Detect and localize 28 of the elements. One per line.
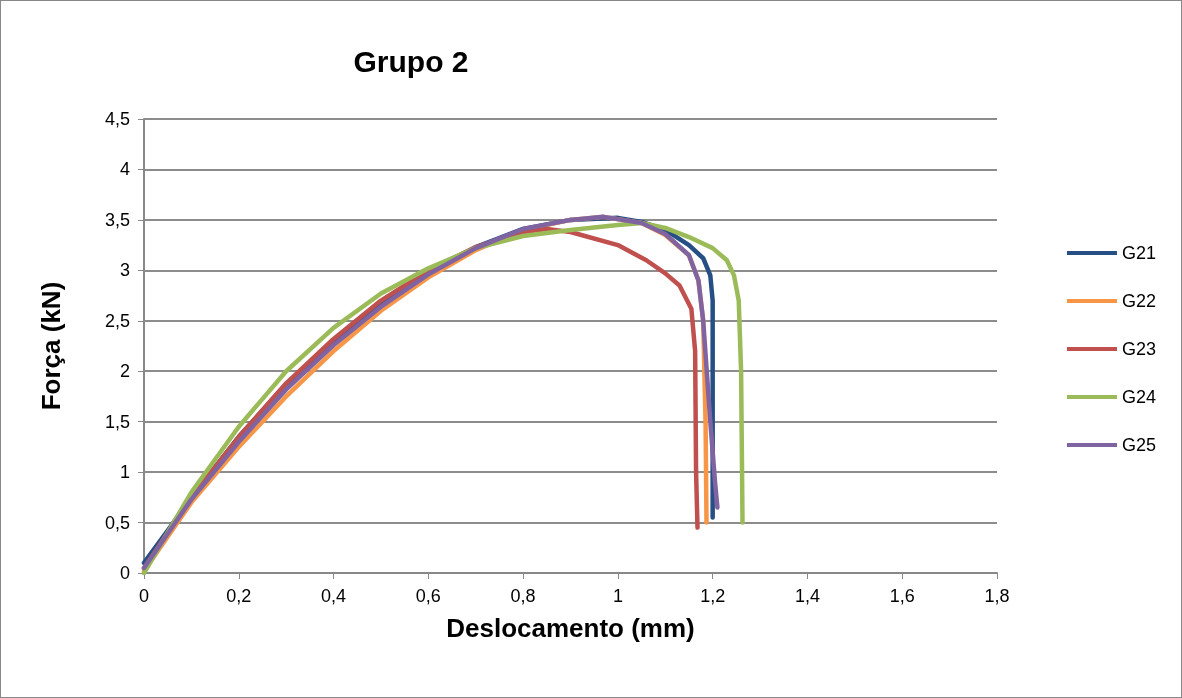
y-tick-label: 2,5 bbox=[104, 310, 130, 331]
y-tick-label: 0 bbox=[119, 563, 130, 583]
y-tick-label: 2 bbox=[119, 361, 130, 382]
legend-label: G23 bbox=[1121, 339, 1157, 359]
y-tick-label: 0,5 bbox=[104, 512, 130, 533]
x-tick-label: 1,8 bbox=[984, 586, 1010, 606]
legend-label: G24 bbox=[1121, 387, 1157, 407]
x-tick-label: 1,2 bbox=[700, 586, 726, 606]
x-tick-label: 0 bbox=[138, 586, 150, 606]
y-tick-label: 1 bbox=[119, 462, 130, 483]
chart-title: Grupo 2 bbox=[353, 44, 469, 78]
legend-label: G25 bbox=[1121, 435, 1157, 455]
legend-label: G22 bbox=[1121, 291, 1157, 311]
x-tick-label: 1,6 bbox=[889, 586, 915, 606]
legend-label: G21 bbox=[1121, 243, 1157, 263]
y-tick-label: 1,5 bbox=[104, 411, 130, 432]
y-tick-label: 3,5 bbox=[104, 209, 130, 230]
y-tick-label: 4 bbox=[119, 159, 130, 180]
x-tick-label: 0,4 bbox=[321, 586, 347, 606]
y-tick-label: 3 bbox=[119, 260, 130, 281]
x-tick-label: 0,6 bbox=[415, 586, 441, 606]
y-axis-title: Força (kN) bbox=[36, 281, 66, 411]
x-axis-title: Deslocamento (mm) bbox=[446, 613, 695, 643]
x-tick-label: 0,8 bbox=[510, 586, 536, 606]
x-tick-label: 0,2 bbox=[226, 586, 252, 606]
x-tick-label: 1,4 bbox=[794, 586, 820, 606]
x-tick-label: 1 bbox=[612, 586, 623, 606]
y-tick-label: 4,5 bbox=[104, 109, 130, 129]
